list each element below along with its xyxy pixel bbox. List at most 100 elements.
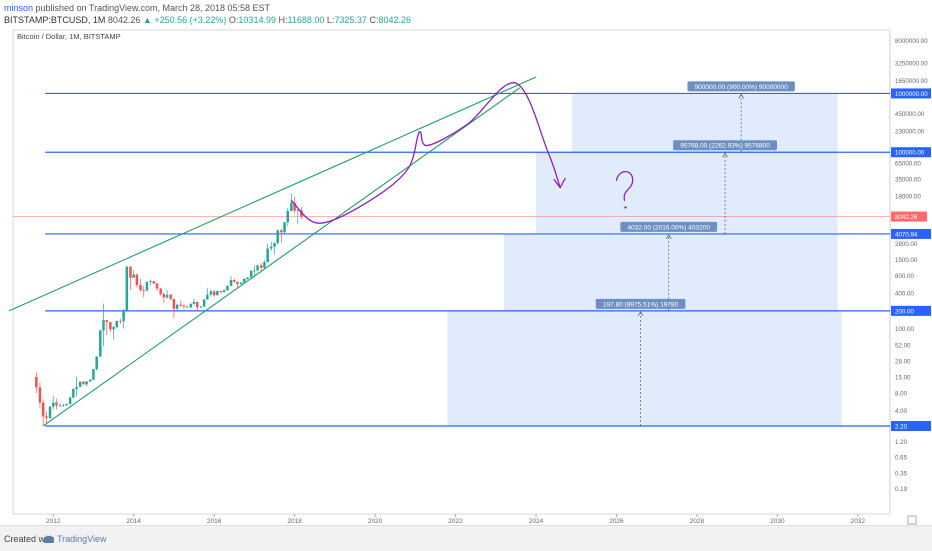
tradingview-brand: TradingView (57, 534, 107, 544)
projection-label-bg (620, 221, 718, 232)
trendline (42, 87, 521, 427)
candle-body (88, 379, 92, 382)
level-price-tag (891, 88, 931, 99)
candle-body (236, 281, 239, 284)
candle-down (233, 278, 236, 283)
candle-body (256, 265, 259, 271)
high-label: H: (278, 15, 288, 25)
y-tick-label: 52.00 (895, 343, 911, 350)
candle-body (209, 291, 213, 295)
symbol-label: BITSTAMP:BTCUSD, 1M (4, 15, 106, 25)
candle-up (68, 396, 72, 406)
publish-info: minson published on TradingView.com, Mar… (4, 3, 270, 13)
candle-up (202, 298, 206, 307)
candle-down (280, 228, 283, 243)
candle-body (229, 279, 233, 286)
candle-up (286, 207, 290, 227)
projection-zone (447, 310, 842, 426)
candle-body (249, 270, 253, 278)
price-axis: 8000000.00 3250000.00 1650000.00 450000.00 2… (891, 38, 931, 493)
candle-body (202, 299, 206, 307)
sketch-path (290, 82, 561, 224)
candle-body (142, 290, 145, 291)
projection-zone (503, 233, 838, 311)
candle-body (179, 304, 183, 306)
candle-body (38, 387, 42, 403)
candle-up (92, 369, 95, 381)
y-tick-label: 1650000.00 (895, 78, 928, 85)
level-price-tag (891, 420, 931, 431)
candle-up (78, 380, 82, 388)
candle-down (293, 197, 296, 214)
candle-body (259, 265, 263, 268)
candle-body (182, 305, 186, 307)
candle-body (72, 388, 75, 398)
author-link[interactable]: minson (4, 3, 34, 13)
candle-body (112, 327, 115, 330)
candle-down (35, 372, 38, 394)
candle-body (55, 402, 58, 406)
y-tick-label: 0.65 (895, 455, 908, 462)
candle-body (175, 304, 179, 309)
y-tick-label: 100.00 (895, 326, 914, 333)
candle-down (41, 400, 45, 426)
y-tick-label: 65000.00 (895, 161, 921, 168)
candle-up (99, 329, 102, 357)
candle-body (276, 230, 279, 243)
candle-body (41, 402, 45, 417)
candle-up (115, 320, 119, 329)
axis-settings-icon (907, 515, 917, 525)
candle-body (129, 266, 132, 278)
candle-body (283, 222, 286, 233)
candle-up (62, 403, 65, 407)
candle-up (65, 403, 68, 407)
candle-up (72, 388, 75, 399)
candle-body (253, 270, 256, 272)
y-tick-label: 400.00 (895, 291, 914, 298)
level-price-tag (891, 228, 931, 239)
candle-body (199, 306, 203, 308)
candle-body (296, 210, 300, 212)
candle-body (280, 230, 283, 233)
candle-body (212, 291, 216, 296)
created-with-label: Created with (4, 534, 55, 544)
y-tick-label: 8.00 (895, 390, 908, 397)
level-price-label: 1000000.00 (895, 91, 928, 98)
candle-up (263, 260, 266, 269)
candle-body (172, 298, 176, 309)
projection-label-bg (687, 81, 795, 92)
candle-up (216, 290, 219, 296)
tradingview-logo[interactable]: TradingView (44, 534, 107, 544)
candle-body (48, 406, 52, 419)
candle-body (102, 320, 105, 331)
x-tick-label: 2024 (529, 518, 544, 525)
candle-body (185, 306, 189, 308)
y-tick-label: 450000.00 (895, 111, 925, 118)
candle-body (290, 202, 293, 211)
candle-down (135, 273, 139, 288)
candle-body (192, 301, 196, 304)
candle-body (270, 246, 273, 249)
candle-up (48, 406, 52, 419)
candle-body (105, 320, 108, 323)
projection-arrow-head (665, 234, 672, 240)
candle-body (155, 283, 159, 289)
high-value: 11688.00 (287, 15, 325, 25)
projection-label: 95768.00 (2262.93%) 9576800 (680, 143, 770, 150)
candle-up (209, 289, 213, 297)
candle-down (185, 305, 189, 308)
trendline (8, 76, 537, 312)
candle-up (249, 270, 253, 278)
projection-arrow-head (722, 152, 728, 158)
candle-body (152, 281, 156, 284)
candle-body (92, 369, 95, 380)
level-price-label: 4070.94 (895, 231, 918, 238)
candle-body (132, 274, 135, 278)
candle-up (132, 269, 135, 278)
candle-up (229, 276, 233, 287)
candle-down (159, 287, 162, 296)
level-price-label: 2.20 (895, 423, 908, 430)
candle-down (152, 280, 156, 285)
candle-down (155, 282, 159, 291)
